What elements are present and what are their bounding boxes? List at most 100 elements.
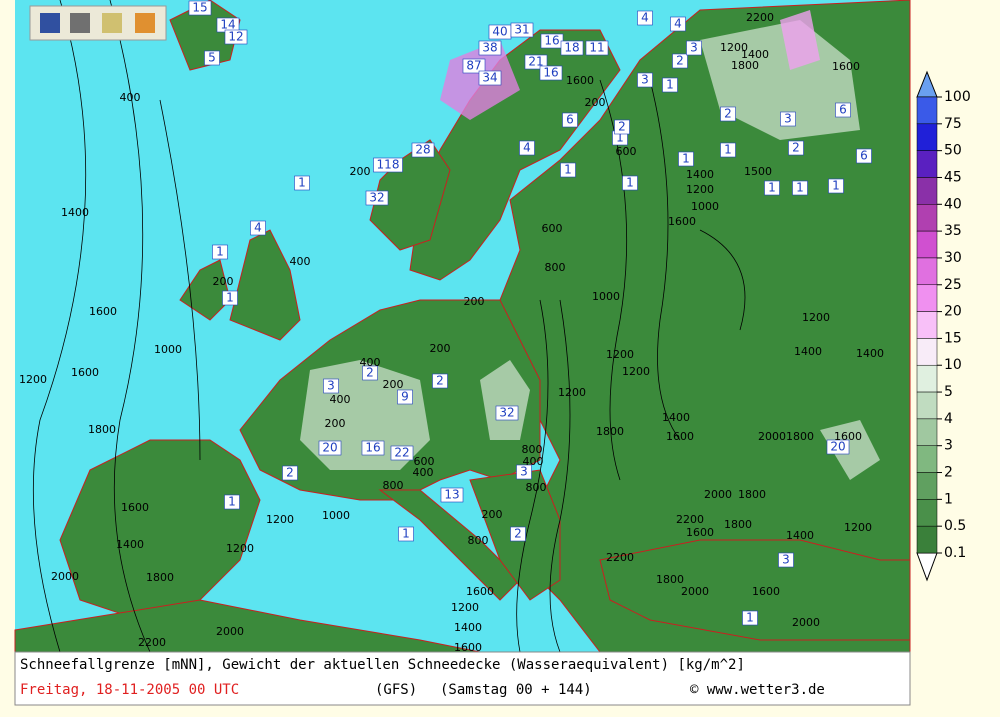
snow-label-box <box>539 65 563 81</box>
snow-label: 4 <box>523 141 531 155</box>
snow-label-box <box>678 151 694 167</box>
contour-label: 400 <box>413 466 434 479</box>
legend-swatch <box>916 96 938 125</box>
legend-label: 0.1 <box>944 545 966 561</box>
contour-label: 200 <box>464 295 485 308</box>
snow-label: 87 <box>466 59 481 73</box>
save-button[interactable] <box>40 13 60 33</box>
snow-label: 2 <box>724 107 732 121</box>
snow-label: 3 <box>690 41 698 55</box>
legend-label: 5 <box>944 384 953 400</box>
snow-label-box <box>204 50 220 66</box>
contour-label: 600 <box>616 145 637 158</box>
snow-label: 22 <box>394 446 409 460</box>
legend-swatch <box>916 364 938 393</box>
contour-label: 2000 <box>51 570 79 583</box>
snow-label: 16 <box>365 441 380 455</box>
snow-label: 15 <box>192 1 207 15</box>
legend-arrow-top <box>916 70 938 98</box>
snow-label-box <box>282 465 298 481</box>
contour-label: 1800 <box>88 423 116 436</box>
snow-label-box <box>510 22 534 38</box>
snow-label: 1 <box>564 163 572 177</box>
snow-label: 1 <box>682 152 690 166</box>
contour-label: 1200 <box>19 373 47 386</box>
snow-label: 32 <box>369 191 384 205</box>
snow-label: 3 <box>641 73 649 87</box>
contour-label: 200 <box>585 96 606 109</box>
contour-label: 1600 <box>466 585 494 598</box>
contour-label: 200 <box>430 342 451 355</box>
snow-label-box <box>362 365 378 381</box>
snow-label-box <box>670 16 686 32</box>
snow-label-box <box>478 40 502 56</box>
contour-label: 1000 <box>592 290 620 303</box>
legend-label: 50 <box>944 143 962 159</box>
snow-label: 2 <box>618 120 626 134</box>
snow-label: 6 <box>566 113 574 127</box>
contour-label: 1600 <box>686 526 714 539</box>
contour-label: 1200 <box>606 348 634 361</box>
contour-label: 1800 <box>724 518 752 531</box>
contour-label: 2000 <box>704 488 732 501</box>
contour-label: 2000 <box>758 430 786 443</box>
contour-label: 800 <box>383 479 404 492</box>
contour-label: 1200 <box>451 601 479 614</box>
contour-label: 1400 <box>116 538 144 551</box>
snow-label-box <box>637 10 653 26</box>
snow-label-box <box>560 162 576 178</box>
snow-cover-heavy <box>780 10 820 70</box>
snow-label: 2 <box>676 54 684 68</box>
snow-label-box <box>622 175 638 191</box>
legend-swatch <box>916 391 938 420</box>
contour-label: 1600 <box>666 430 694 443</box>
snow-label: 6 <box>860 149 868 163</box>
snow-label-box <box>672 53 688 69</box>
contour-label: 1800 <box>146 571 174 584</box>
snow-label-box <box>778 552 794 568</box>
contour-label: 2200 <box>676 513 704 526</box>
settings-button[interactable] <box>135 13 155 33</box>
snow-label-box <box>398 526 414 542</box>
land <box>14 0 911 653</box>
contour-label: 1500 <box>744 165 772 178</box>
snow-label: 4 <box>674 17 682 31</box>
snow-label-box <box>390 445 414 461</box>
snow-label-box <box>294 175 310 191</box>
legend-arrow-bottom <box>916 552 938 582</box>
contour-label: 1200 <box>622 365 650 378</box>
contour-label: 1600 <box>566 74 594 87</box>
print-button[interactable] <box>70 13 90 33</box>
snow-label-box <box>462 58 486 74</box>
snow-label: 2 <box>286 466 294 480</box>
legend-swatch <box>916 445 938 473</box>
snow-label-box <box>720 142 736 158</box>
legend-label: 4 <box>944 411 953 427</box>
snow-label-box <box>397 389 413 405</box>
contour-label: 2200 <box>746 11 774 24</box>
contour-label: 2000 <box>792 616 820 629</box>
legend-swatch <box>916 418 938 446</box>
snow-label-box <box>780 111 796 127</box>
contour-label: 1200 <box>558 386 586 399</box>
contour-label: 1200 <box>844 521 872 534</box>
legend-swatch <box>916 472 938 500</box>
snow-label-box <box>519 140 535 156</box>
legend-label: 3 <box>944 438 953 454</box>
contour-label: 600 <box>414 455 435 468</box>
contour-label: 200 <box>383 378 404 391</box>
contour-label: 2000 <box>681 585 709 598</box>
snow-label-box <box>614 119 630 135</box>
email-button[interactable] <box>102 13 122 33</box>
snow-label-box <box>788 140 804 156</box>
contour-label: 1800 <box>786 430 814 443</box>
snow-label-box <box>764 180 780 196</box>
snow-label: 3 <box>784 112 792 126</box>
snow-label-box <box>411 142 435 158</box>
legend-swatch <box>916 338 938 366</box>
legend-swatch <box>916 499 938 527</box>
snow-label: 1 <box>832 179 840 193</box>
